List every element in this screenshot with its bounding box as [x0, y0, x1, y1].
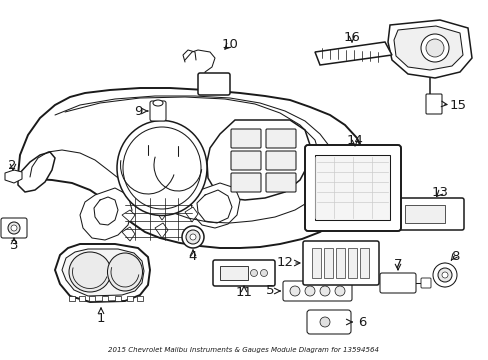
- Bar: [115, 296, 121, 301]
- Circle shape: [425, 39, 443, 57]
- Circle shape: [437, 268, 451, 282]
- Bar: [220, 266, 247, 280]
- Text: 14: 14: [346, 134, 363, 147]
- FancyBboxPatch shape: [230, 129, 261, 148]
- Text: 9: 9: [134, 104, 142, 117]
- FancyBboxPatch shape: [230, 173, 261, 192]
- Bar: [102, 296, 108, 301]
- FancyBboxPatch shape: [265, 151, 295, 170]
- Circle shape: [185, 230, 200, 244]
- Ellipse shape: [69, 252, 111, 292]
- Polygon shape: [387, 20, 471, 78]
- Circle shape: [441, 272, 447, 278]
- FancyBboxPatch shape: [303, 241, 378, 285]
- Polygon shape: [18, 88, 363, 248]
- Polygon shape: [206, 120, 309, 200]
- FancyBboxPatch shape: [379, 273, 415, 293]
- Bar: [335, 248, 345, 278]
- Circle shape: [319, 286, 329, 296]
- Bar: [137, 296, 142, 301]
- Circle shape: [8, 222, 20, 234]
- Circle shape: [289, 286, 299, 296]
- Text: 2015 Chevrolet Malibu Instruments & Gauges Module Diagram for 13594564: 2015 Chevrolet Malibu Instruments & Gaug…: [108, 347, 379, 353]
- Polygon shape: [62, 249, 143, 296]
- Text: 1: 1: [97, 311, 105, 324]
- Circle shape: [250, 270, 257, 276]
- Polygon shape: [157, 172, 173, 182]
- Ellipse shape: [117, 121, 206, 216]
- Circle shape: [305, 286, 314, 296]
- Bar: [127, 296, 133, 301]
- Text: 12: 12: [276, 256, 293, 270]
- Polygon shape: [55, 244, 150, 302]
- FancyBboxPatch shape: [1, 218, 27, 238]
- Circle shape: [334, 286, 345, 296]
- Polygon shape: [393, 26, 462, 70]
- Text: 5: 5: [265, 284, 274, 297]
- Bar: [404, 205, 444, 223]
- Polygon shape: [122, 210, 135, 222]
- Bar: [69, 296, 75, 301]
- Polygon shape: [314, 42, 391, 65]
- FancyBboxPatch shape: [283, 281, 351, 301]
- Polygon shape: [122, 227, 135, 241]
- Ellipse shape: [153, 100, 163, 106]
- Bar: [89, 296, 95, 301]
- Polygon shape: [155, 223, 168, 238]
- FancyBboxPatch shape: [305, 145, 400, 231]
- Polygon shape: [80, 188, 132, 240]
- Circle shape: [11, 225, 17, 231]
- Circle shape: [260, 270, 267, 276]
- Bar: [324, 248, 332, 278]
- FancyBboxPatch shape: [198, 73, 229, 95]
- Polygon shape: [184, 207, 198, 222]
- Text: 7: 7: [393, 257, 402, 270]
- FancyBboxPatch shape: [397, 198, 463, 230]
- Bar: [359, 248, 368, 278]
- Bar: [79, 296, 85, 301]
- Text: 11: 11: [235, 287, 252, 300]
- Text: 8: 8: [450, 249, 458, 262]
- Text: 13: 13: [430, 185, 447, 198]
- FancyBboxPatch shape: [265, 129, 295, 148]
- Polygon shape: [191, 183, 240, 228]
- Text: 2: 2: [8, 158, 16, 171]
- Polygon shape: [18, 152, 55, 192]
- Ellipse shape: [123, 127, 201, 209]
- Circle shape: [432, 263, 456, 287]
- Circle shape: [319, 317, 329, 327]
- Text: 3: 3: [10, 239, 18, 252]
- Bar: [314, 155, 389, 220]
- Text: 15: 15: [448, 99, 466, 112]
- Text: 16: 16: [343, 31, 360, 44]
- Polygon shape: [155, 205, 168, 220]
- FancyBboxPatch shape: [230, 151, 261, 170]
- Bar: [347, 248, 356, 278]
- Ellipse shape: [107, 253, 142, 291]
- Text: 6: 6: [357, 315, 366, 328]
- Text: 4: 4: [188, 249, 197, 262]
- FancyBboxPatch shape: [425, 94, 441, 114]
- FancyBboxPatch shape: [213, 260, 274, 286]
- Circle shape: [420, 34, 448, 62]
- Text: 10: 10: [221, 37, 238, 50]
- Circle shape: [182, 226, 203, 248]
- Circle shape: [190, 234, 196, 240]
- Polygon shape: [5, 170, 22, 183]
- FancyBboxPatch shape: [420, 278, 430, 288]
- Bar: [311, 248, 320, 278]
- FancyBboxPatch shape: [265, 173, 295, 192]
- FancyBboxPatch shape: [306, 310, 350, 334]
- FancyBboxPatch shape: [150, 101, 165, 121]
